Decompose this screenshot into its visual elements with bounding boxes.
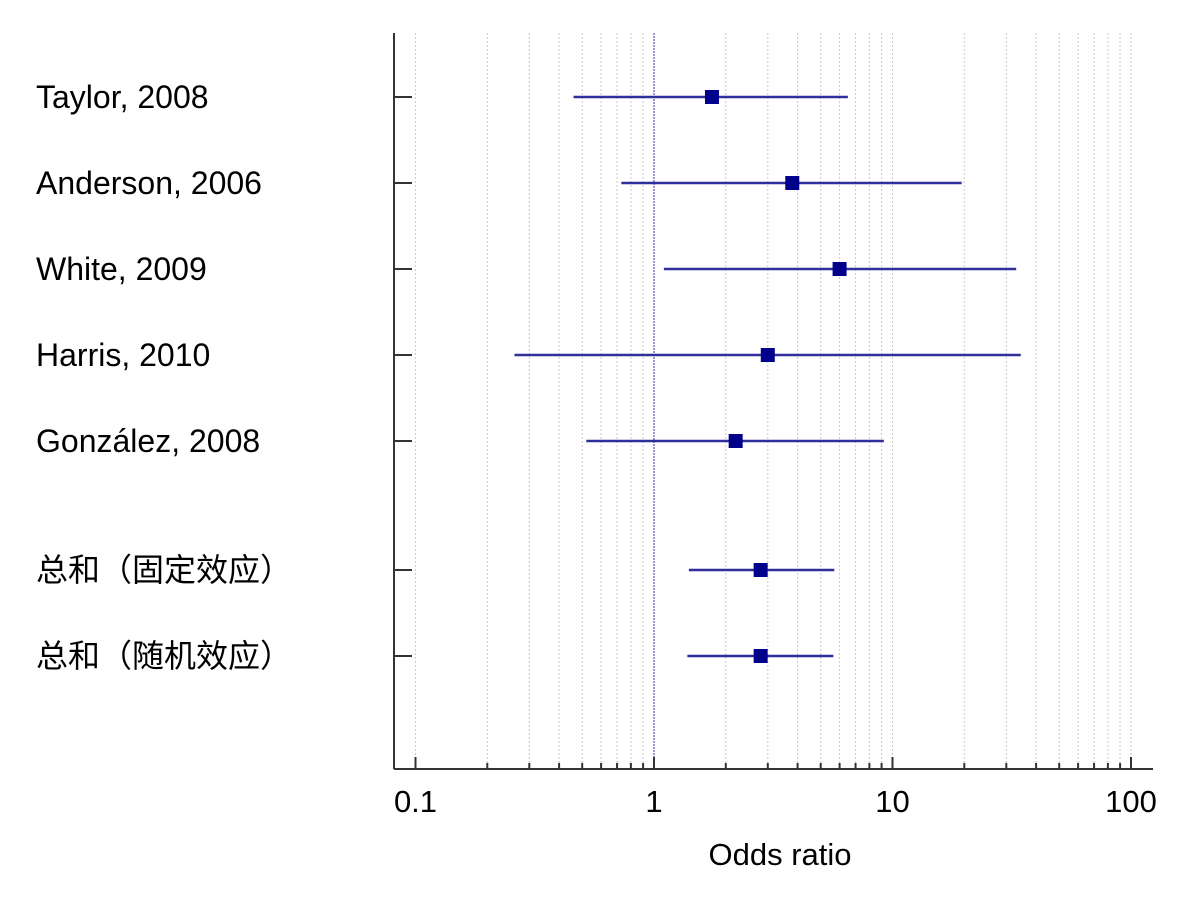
study-label: Taylor, 2008 [36,79,209,115]
study-point-marker [760,348,775,362]
x-axis-title: Odds ratio [708,837,851,872]
x-tick-labels: 0.1 1 10 100 [394,784,1157,819]
study-row: White, 2009 [36,251,1017,287]
study-label: Harris, 2010 [36,337,210,373]
study-row: Taylor, 2008 [36,79,848,115]
study-row: Harris, 2010 [36,337,1021,373]
study-label: Anderson, 2006 [36,165,262,201]
grid-lines [415,33,1132,769]
study-row: González, 2008 [36,423,884,459]
pooled-label: 总和（固定效应） [36,552,292,588]
study-point-marker [704,90,719,104]
x-tick-label: 1 [645,784,662,819]
study-point-marker [832,262,847,276]
study-row: Anderson, 2006 [36,165,962,201]
study-point-marker [785,176,800,190]
x-tick-label: 100 [1105,784,1157,819]
study-point-marker [728,434,743,448]
x-tick-label: 0.1 [394,784,437,819]
pooled-point-marker [753,649,768,663]
study-rows: Taylor, 2008 Anderson, 2006 White, 2009 Har… [36,79,1021,674]
study-label: González, 2008 [36,423,260,459]
axes [393,33,1153,770]
study-label: White, 2009 [36,251,207,287]
pooled-label: 总和（随机效应） [36,638,292,674]
x-tick-label: 10 [875,784,909,819]
pooled-row: 总和（随机效应） [36,638,834,674]
pooled-point-marker [753,563,768,577]
pooled-row: 总和（固定效应） [36,552,835,588]
